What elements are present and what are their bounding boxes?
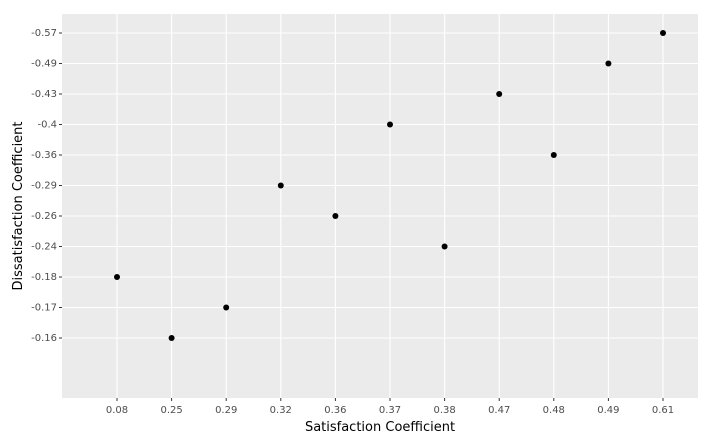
point	[550, 152, 557, 158]
y-tick-label: -0.36	[31, 150, 57, 161]
y-axis-title: Dissatisfaction Coefficient	[11, 121, 26, 290]
point	[332, 213, 339, 219]
y-tick-label: -0.43	[31, 89, 57, 100]
x-tick-label: 0.36	[324, 405, 346, 416]
y-tick-label: -0.24	[31, 242, 57, 253]
point	[223, 304, 230, 311]
panel	[62, 14, 698, 398]
x-tick-label: 0.49	[597, 405, 619, 416]
y-tick-label: -0.29	[31, 181, 57, 192]
y-tick-label: -0.18	[31, 272, 57, 283]
point	[114, 274, 120, 280]
x-tick-label: 0.08	[106, 405, 128, 416]
x-tick-label: 0.25	[160, 405, 182, 416]
point	[168, 335, 175, 341]
x-tick-label: 0.48	[543, 405, 565, 416]
point	[441, 243, 448, 250]
point	[660, 30, 666, 36]
x-tick-label: 0.32	[270, 405, 292, 416]
y-tick-label: -0.17	[31, 303, 57, 314]
x-tick-label: 0.29	[215, 405, 237, 416]
point	[496, 91, 503, 97]
y-tick-label: -0.57	[31, 28, 57, 39]
y-tick-label: -0.16	[31, 333, 57, 344]
point	[277, 182, 284, 189]
y-tick-label: -0.26	[31, 211, 57, 222]
x-tick-label: 0.61	[652, 405, 674, 416]
x-tick-label: 0.47	[488, 405, 510, 416]
y-tick-label: -0.4	[37, 120, 57, 131]
x-axis-title: Satisfaction Coefficient	[305, 420, 455, 435]
x-tick-label: 0.38	[433, 405, 455, 416]
point	[387, 121, 393, 128]
x-tick-label: 0.37	[379, 405, 401, 416]
point	[605, 60, 612, 67]
y-tick-label: -0.49	[31, 59, 57, 70]
